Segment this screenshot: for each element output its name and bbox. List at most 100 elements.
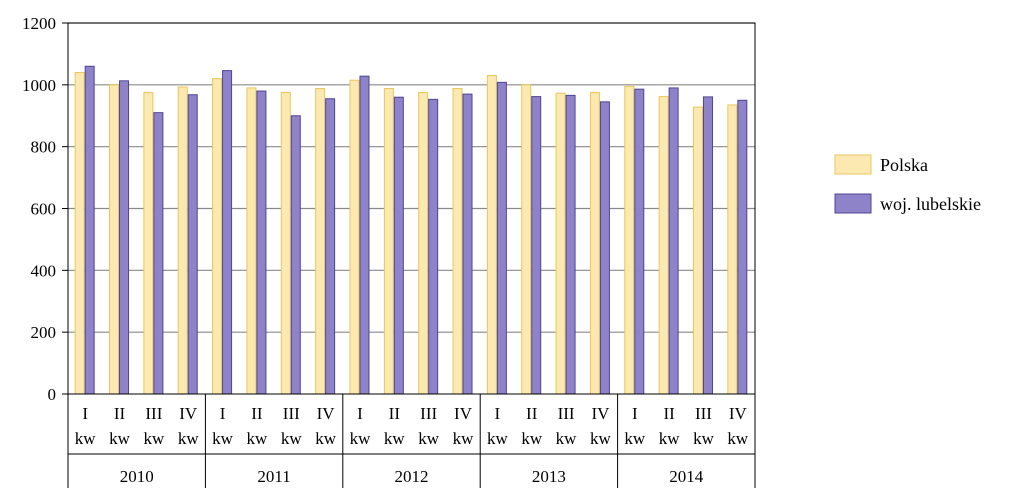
bar-woj-lubelskie-2014-q3 — [702, 96, 713, 395]
x-quarter-unit-label: kw — [178, 429, 200, 448]
x-year-label: 2011 — [257, 467, 290, 486]
x-quarter-label: III — [420, 404, 437, 423]
bar-polska-2013-q2 — [521, 84, 532, 395]
bar-polska-2010-q3 — [143, 92, 154, 395]
x-quarter-label: I — [357, 404, 363, 423]
x-quarter-unit-label: kw — [384, 429, 406, 448]
x-quarter-unit-label: kw — [315, 429, 337, 448]
bar-polska-2013-q1 — [486, 75, 497, 395]
x-quarter-unit-label: kw — [453, 429, 475, 448]
x-quarter-unit-label: kw — [143, 429, 165, 448]
bar-polska-2013-q4 — [589, 92, 600, 395]
x-quarter-label: IV — [591, 404, 610, 423]
x-quarter-label: II — [389, 404, 401, 423]
bar-woj-lubelskie-2011-q4 — [325, 98, 336, 395]
x-quarter-label: III — [558, 404, 575, 423]
legend-swatch-woj-lubelskie — [834, 193, 872, 214]
bar-woj-lubelskie-2012-q3 — [428, 98, 439, 395]
bar-woj-lubelskie-2014-q1 — [634, 88, 645, 395]
gridlines — [68, 22, 755, 333]
bar-woj-lubelskie-2011-q2 — [256, 90, 267, 395]
bar-woj-lubelskie-2013-q1 — [496, 81, 507, 395]
bar-polska-2010-q2 — [109, 84, 120, 395]
bar-polska-2014-q4 — [727, 104, 738, 395]
x-quarter-unit-label: kw — [556, 429, 578, 448]
x-year-label: 2014 — [669, 467, 704, 486]
x-year-label: 2013 — [532, 467, 566, 486]
bar-polska-2012-q3 — [418, 92, 429, 395]
x-quarter-unit-label: kw — [659, 429, 681, 448]
bar-polska-2014-q1 — [624, 85, 635, 395]
x-quarter-label: I — [220, 404, 226, 423]
legend-label-polska: Polska — [880, 155, 928, 175]
bar-woj-lubelskie-2010-q3 — [153, 112, 164, 395]
x-quarter-unit-label: kw — [624, 429, 646, 448]
x-quarter-label: IV — [179, 404, 198, 423]
bar-woj-lubelskie-2011-q1 — [222, 70, 233, 395]
x-quarter-unit-label: kw — [247, 429, 269, 448]
y-tick-label: 600 — [31, 200, 57, 219]
bar-woj-lubelskie-2012-q1 — [359, 75, 370, 395]
x-quarter-unit-label: kw — [281, 429, 303, 448]
x-year-label: 2010 — [120, 467, 154, 486]
bar-woj-lubelskie-2013-q3 — [565, 94, 576, 395]
bar-woj-lubelskie-2010-q1 — [84, 65, 95, 395]
bar-polska-2012-q4 — [452, 88, 463, 395]
bar-woj-lubelskie-2012-q2 — [393, 96, 404, 395]
x-quarter-label: III — [145, 404, 162, 423]
bar-woj-lubelskie-2012-q4 — [462, 93, 473, 395]
bar-woj-lubelskie-2011-q3 — [290, 115, 301, 395]
x-quarter-label: IV — [317, 404, 336, 423]
x-quarter-label: IV — [729, 404, 748, 423]
y-tick-label: 200 — [31, 323, 57, 342]
bar-polska-2012-q1 — [349, 79, 360, 395]
bar-polska-2011-q2 — [246, 87, 257, 395]
y-tick-label: 1200 — [22, 14, 56, 33]
bar-polska-2010-q4 — [177, 86, 188, 395]
x-quarter-unit-label: kw — [590, 429, 612, 448]
x-quarter-label: I — [632, 404, 638, 423]
y-tick-label: 0 — [48, 385, 57, 404]
x-quarter-label: IV — [454, 404, 473, 423]
x-quarter-unit-label: kw — [521, 429, 543, 448]
bar-polska-2011-q3 — [280, 92, 291, 395]
x-quarter-label: I — [82, 404, 88, 423]
x-quarter-label: II — [251, 404, 263, 423]
x-quarter-label: II — [663, 404, 675, 423]
axes — [67, 22, 756, 488]
x-quarter-unit-label: kw — [487, 429, 509, 448]
bar-polska-2014-q2 — [658, 96, 669, 395]
y-tick-label: 1000 — [22, 76, 56, 95]
bar-woj-lubelskie-2014-q4 — [737, 99, 748, 395]
bar-woj-lubelskie-2013-q2 — [531, 96, 542, 395]
bars — [74, 65, 748, 395]
x-quarter-unit-label: kw — [727, 429, 749, 448]
bar-polska-2011-q1 — [212, 78, 223, 395]
bar-woj-lubelskie-2010-q4 — [187, 94, 198, 395]
x-axis-labels: IkwIIkwIIIkwIVkwIkwIIkwIIIkwIVkwIkwIIkwI… — [75, 404, 749, 486]
bar-woj-lubelskie-2013-q4 — [599, 101, 610, 395]
x-quarter-label: III — [283, 404, 300, 423]
x-quarter-unit-label: kw — [418, 429, 440, 448]
legend: Polska woj. lubelskie — [834, 154, 981, 214]
y-tick-label: 800 — [31, 138, 57, 157]
bar-polska-2012-q2 — [383, 88, 394, 395]
x-quarter-unit-label: kw — [212, 429, 234, 448]
bar-polska-2010-q1 — [74, 71, 85, 395]
x-quarter-unit-label: kw — [109, 429, 131, 448]
x-quarter-unit-label: kw — [693, 429, 715, 448]
legend-swatch-polska — [834, 154, 872, 175]
legend-label-woj-lubelskie: woj. lubelskie — [880, 194, 981, 214]
bar-polska-2014-q3 — [692, 106, 703, 395]
y-tick-label: 400 — [31, 261, 57, 280]
y-axis-ticks: 0 200 400 600 800 1000 1200 — [22, 14, 68, 404]
x-year-label: 2012 — [395, 467, 429, 486]
bar-woj-lubelskie-2010-q2 — [119, 80, 130, 395]
x-quarter-label: III — [695, 404, 712, 423]
x-quarter-label: I — [495, 404, 501, 423]
x-quarter-unit-label: kw — [350, 429, 372, 448]
bar-woj-lubelskie-2014-q2 — [668, 87, 679, 395]
bar-polska-2013-q3 — [555, 92, 566, 395]
bar-polska-2011-q4 — [315, 88, 326, 395]
